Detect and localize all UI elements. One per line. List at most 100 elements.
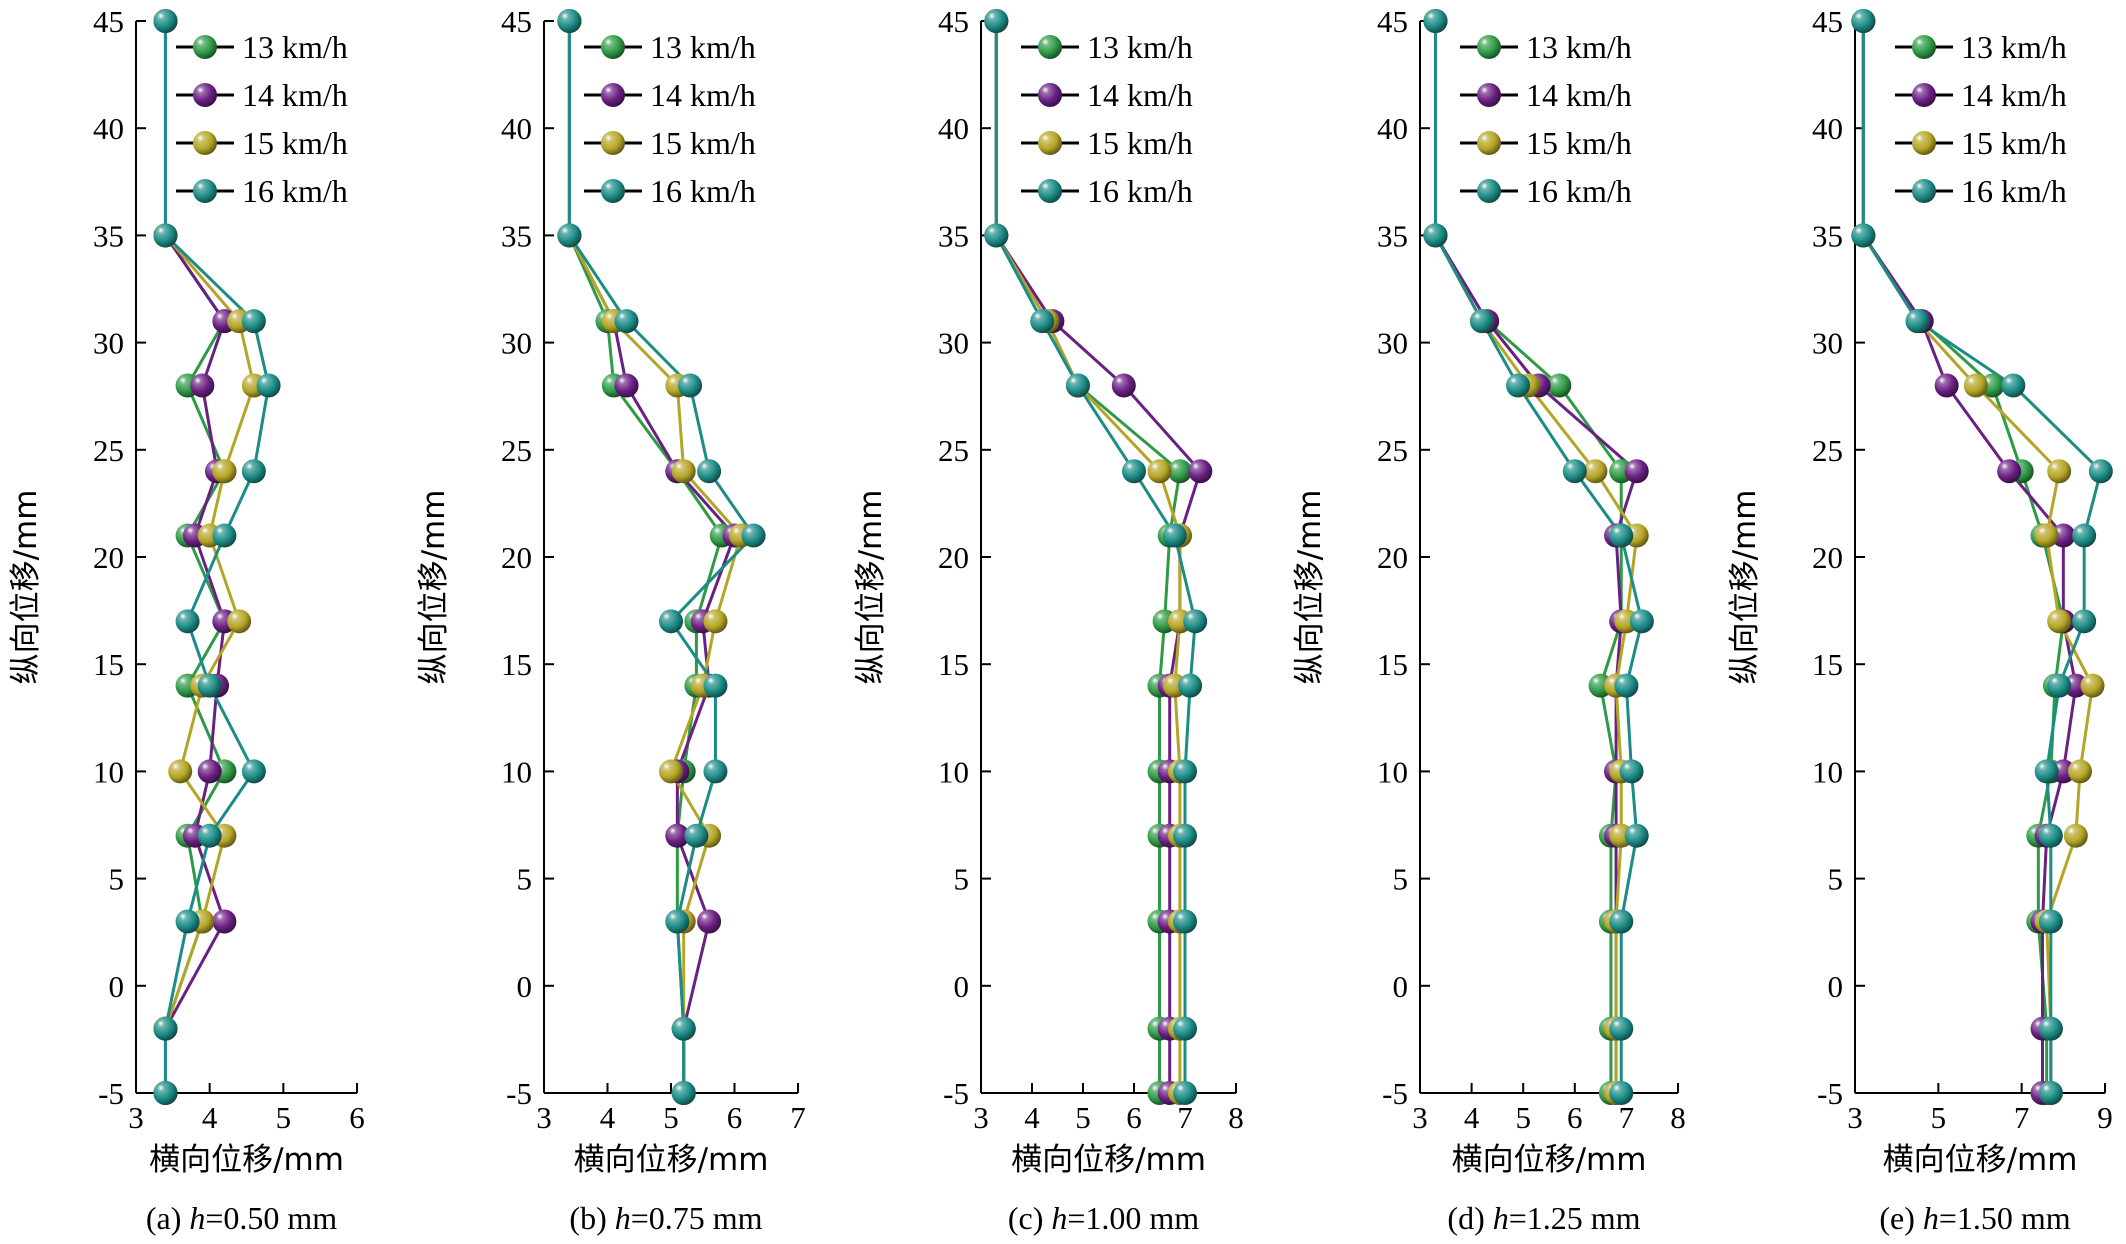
- data-point: [2051, 759, 2076, 784]
- data-point: [671, 1081, 696, 1105]
- legend-entry: 15 km/h: [176, 125, 348, 161]
- data-point: [1624, 459, 1649, 484]
- y-tick-label: 25: [1812, 433, 1843, 468]
- data-point: [697, 909, 722, 934]
- data-point: [1167, 459, 1192, 484]
- data-point: [168, 759, 193, 784]
- legend-entry: 16 km/h: [1460, 173, 1632, 209]
- data-point: [197, 673, 222, 698]
- data-point: [1147, 459, 1172, 484]
- legend-entry: 15 km/h: [1895, 125, 2067, 161]
- data-point: [1619, 759, 1644, 784]
- y-tick-label: 5: [1393, 862, 1409, 897]
- y-tick-label: 5: [517, 862, 533, 897]
- x-tick-label: 8: [1228, 1100, 1244, 1135]
- data-point: [1423, 9, 1448, 33]
- y-tick-label: 15: [938, 647, 969, 682]
- y-tick-label: 0: [1393, 969, 1409, 1004]
- data-point: [665, 823, 690, 848]
- x-tick-label: 4: [1024, 1100, 1040, 1135]
- data-point: [175, 609, 200, 634]
- legend-marker: [1038, 179, 1062, 203]
- data-point: [197, 759, 222, 784]
- x-tick-label: 5: [1075, 1100, 1091, 1135]
- legend-entry: 14 km/h: [1460, 77, 1632, 113]
- y-tick-label: -5: [98, 1076, 124, 1111]
- data-point: [1562, 459, 1587, 484]
- data-point: [1624, 823, 1649, 848]
- data-point: [741, 523, 766, 548]
- legend-entry: 15 km/h: [1460, 125, 1632, 161]
- legend-label: 13 km/h: [242, 29, 348, 65]
- legend-entry: 15 km/h: [1021, 125, 1193, 161]
- y-tick-label: 30: [1377, 326, 1408, 361]
- y-tick-label: 5: [109, 862, 125, 897]
- data-point: [212, 523, 237, 548]
- legend-marker: [193, 179, 217, 203]
- legend-entry: 13 km/h: [1460, 29, 1632, 65]
- y-tick-label: -5: [1817, 1076, 1843, 1111]
- x-tick-label: 6: [1567, 1100, 1583, 1135]
- x-tick-label: 9: [2097, 1100, 2113, 1135]
- data-point: [1851, 9, 1876, 33]
- y-tick-label: 30: [93, 326, 124, 361]
- y-tick-label: 35: [938, 218, 969, 253]
- legend-label: 14 km/h: [650, 77, 756, 113]
- y-tick-label: -5: [1382, 1076, 1408, 1111]
- data-point: [2088, 459, 2113, 484]
- y-tick-label: 0: [517, 969, 533, 1004]
- y-tick-label: 20: [1812, 540, 1843, 575]
- data-point: [1614, 673, 1639, 698]
- legend-entry: 16 km/h: [1895, 173, 2067, 209]
- data-point: [1609, 1081, 1634, 1105]
- legend-marker: [601, 83, 625, 107]
- data-point: [1173, 759, 1197, 784]
- data-point: [1065, 373, 1090, 398]
- legend-label: 15 km/h: [242, 125, 348, 161]
- legend-entry: 14 km/h: [584, 77, 756, 113]
- y-tick-label: 0: [109, 969, 125, 1004]
- data-point: [1030, 309, 1055, 334]
- data-point: [153, 1081, 178, 1105]
- x-tick-label: 7: [790, 1100, 806, 1135]
- data-point: [703, 759, 728, 784]
- data-point: [1980, 373, 2005, 398]
- data-point: [614, 309, 639, 334]
- data-point: [2038, 909, 2063, 934]
- data-point: [190, 373, 215, 398]
- data-point: [703, 609, 728, 634]
- y-tick-label: 40: [93, 111, 124, 146]
- y-tick-label: 40: [1377, 111, 1408, 146]
- y-tick-label: 15: [501, 647, 532, 682]
- data-point: [1609, 1016, 1634, 1041]
- y-tick-label: 30: [501, 326, 532, 361]
- legend-marker: [1038, 35, 1062, 59]
- x-tick-label: 5: [276, 1100, 292, 1135]
- legend-label: 16 km/h: [1526, 173, 1632, 209]
- x-tick-label: 6: [727, 1100, 743, 1135]
- y-axis-label: 纵向位移/mm: [1727, 490, 1763, 685]
- data-point: [2038, 1016, 2063, 1041]
- data-point: [1188, 459, 1213, 484]
- data-point: [2068, 759, 2092, 784]
- y-axis-label: 纵向位移/mm: [1292, 490, 1328, 685]
- data-point: [212, 909, 237, 934]
- legend-marker: [1912, 35, 1936, 59]
- legend-label: 16 km/h: [1961, 173, 2067, 209]
- y-tick-label: 10: [1812, 754, 1843, 789]
- x-tick-label: 6: [1126, 1100, 1142, 1135]
- legend-marker: [1477, 179, 1501, 203]
- x-tick-label: 4: [1464, 1100, 1480, 1135]
- data-point: [2063, 673, 2088, 698]
- y-tick-label: 35: [1812, 218, 1843, 253]
- data-point: [1609, 523, 1634, 548]
- legend-marker: [1477, 131, 1501, 155]
- data-point: [2072, 609, 2097, 634]
- legend-entry: 13 km/h: [584, 29, 756, 65]
- x-tick-label: 6: [349, 1100, 365, 1135]
- data-point: [2072, 523, 2097, 548]
